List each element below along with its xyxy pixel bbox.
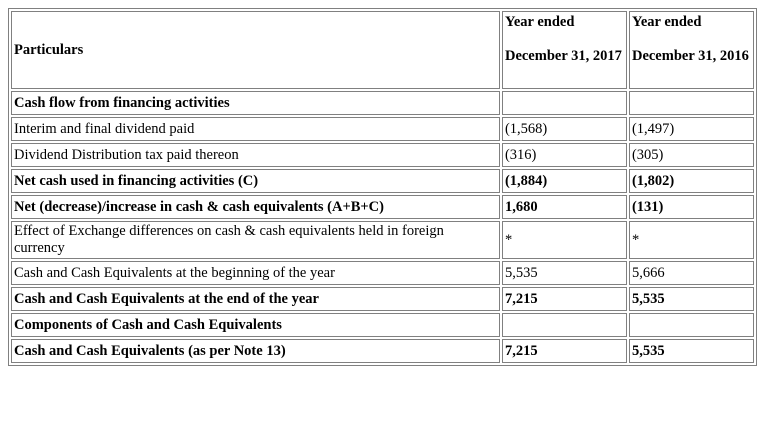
row-label: Interim and final dividend paid [11, 117, 500, 141]
table-row: Dividend Distribution tax paid thereon (… [11, 143, 754, 167]
row-value-2016: (305) [628, 143, 754, 167]
row-value-2017: * [501, 221, 627, 259]
table-row: Components of Cash and Cash Equivalents [11, 313, 754, 337]
row-value-2016 [628, 91, 754, 115]
table-row: Cash and Cash Equivalents (as per Note 1… [11, 339, 754, 363]
table-header-row: Particulars Year ended December 31, 2017… [11, 11, 754, 89]
row-label: Cash and Cash Equivalents at the beginni… [11, 261, 500, 285]
row-value-2016: (1,497) [628, 117, 754, 141]
table-row: Effect of Exchange differences on cash &… [11, 221, 754, 259]
row-value-2016: (131) [628, 195, 754, 219]
row-value-2017: (1,884) [501, 169, 627, 193]
header-year-2017-line2: December 31, 2017 [504, 48, 622, 64]
row-value-2016: 5,535 [628, 339, 754, 363]
cash-flow-table: Particulars Year ended December 31, 2017… [8, 8, 757, 366]
header-year-2017-line1: Year ended [504, 14, 575, 30]
row-label: Dividend Distribution tax paid thereon [11, 143, 500, 167]
header-year-2016-line1: Year ended [631, 14, 702, 30]
table-row: Net (decrease)/increase in cash & cash e… [11, 195, 754, 219]
row-label: Net cash used in financing activities (C… [11, 169, 500, 193]
row-value-2017: 7,215 [501, 287, 627, 311]
row-value-2017: 1,680 [501, 195, 627, 219]
header-particulars: Particulars [11, 11, 500, 89]
row-label: Cash and Cash Equivalents at the end of … [11, 287, 500, 311]
row-value-2016: * [628, 221, 754, 259]
header-year-2017: Year ended December 31, 2017 [501, 11, 627, 89]
row-label: Net (decrease)/increase in cash & cash e… [11, 195, 500, 219]
row-value-2017: (316) [501, 143, 627, 167]
table-row: Net cash used in financing activities (C… [11, 169, 754, 193]
row-label: Components of Cash and Cash Equivalents [11, 313, 500, 337]
table-row: Cash and Cash Equivalents at the end of … [11, 287, 754, 311]
header-year-2016: Year ended December 31, 2016 [628, 11, 754, 89]
header-year-2016-line2: December 31, 2016 [631, 48, 749, 64]
table-row: Interim and final dividend paid (1,568) … [11, 117, 754, 141]
table-row: Cash flow from financing activities [11, 91, 754, 115]
row-value-2016: 5,535 [628, 287, 754, 311]
row-value-2016 [628, 313, 754, 337]
table-row: Cash and Cash Equivalents at the beginni… [11, 261, 754, 285]
row-value-2016: (1,802) [628, 169, 754, 193]
row-value-2017: (1,568) [501, 117, 627, 141]
row-value-2016: 5,666 [628, 261, 754, 285]
row-label: Effect of Exchange differences on cash &… [11, 221, 500, 259]
row-label: Cash flow from financing activities [11, 91, 500, 115]
row-value-2017: 7,215 [501, 339, 627, 363]
row-value-2017 [501, 91, 627, 115]
row-label: Cash and Cash Equivalents (as per Note 1… [11, 339, 500, 363]
row-value-2017 [501, 313, 627, 337]
row-value-2017: 5,535 [501, 261, 627, 285]
